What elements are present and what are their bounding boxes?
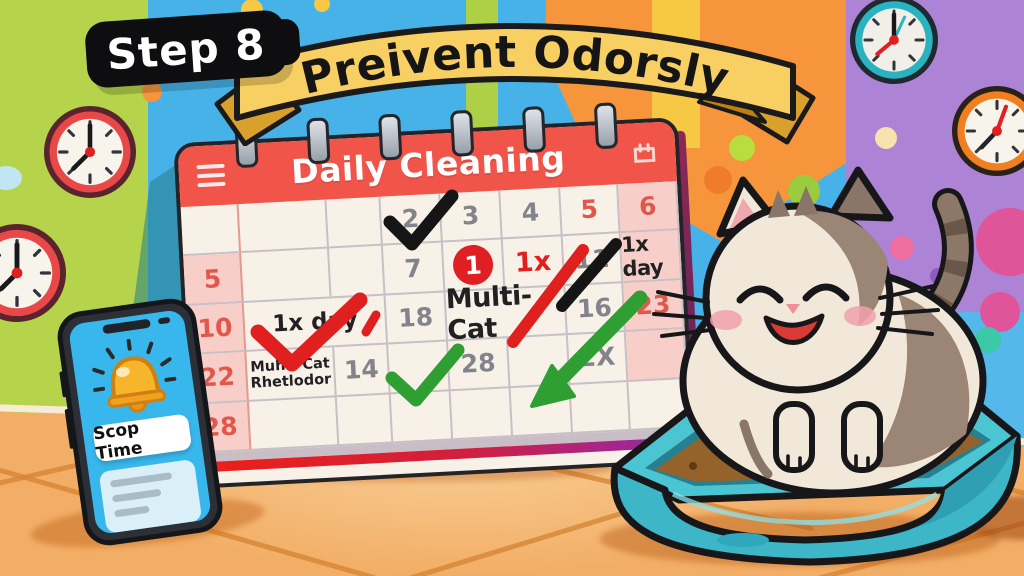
banner-ribbon: Preivent Odorsly: [214, 23, 816, 146]
confetti-dot: [729, 135, 755, 161]
confetti-dot: [704, 166, 732, 194]
phone-screen: Scop Time: [67, 308, 213, 536]
calendar-cell: 7: [382, 242, 446, 296]
calendar-cell: [450, 387, 514, 441]
notification-pill: Scop Time: [92, 413, 193, 464]
calendar-cell: 11: [562, 233, 624, 286]
calendar-cell: [390, 390, 454, 444]
cat-paw: [841, 401, 883, 473]
phone-notch: [102, 318, 151, 335]
calendar-cell: [241, 248, 332, 303]
confetti-dot: [980, 292, 1020, 332]
confetti-dot: [0, 166, 22, 190]
calendar-cell: 28: [448, 338, 511, 391]
notification-card: [98, 458, 203, 534]
step-badge: Step 8: [83, 9, 289, 89]
red-circle-badge: 1: [452, 243, 495, 287]
calendar-cell: 16: [565, 282, 626, 336]
cat-paw: [773, 401, 815, 473]
hamburger-icon: [196, 163, 226, 188]
calendar-body: Daily Cleaning 2 3 4 5 6 5 7 1 1x 11 1x day 10 1x da…: [173, 117, 696, 489]
calendar-cell: 5: [183, 253, 244, 306]
step-badge-label: Step 8: [105, 19, 267, 79]
calendar-cell: [329, 246, 386, 299]
clock-icon: [44, 106, 136, 198]
calendar-cell: 2: [380, 193, 443, 247]
clock-icon: [952, 86, 1024, 176]
confetti-dot: [142, 82, 162, 102]
calendar-cell: [507, 335, 571, 388]
calendar-cell: 18: [385, 292, 449, 345]
bell-icon: [92, 338, 177, 413]
litter-box-front: [610, 432, 1021, 566]
calendar-cell: [388, 341, 451, 394]
confetti-dot: [314, 0, 330, 12]
calendar-header: Daily Cleaning: [177, 121, 677, 208]
calendar-cell: [326, 196, 383, 249]
calendar-cell: [180, 204, 242, 257]
calendar-cell: [238, 199, 330, 254]
cat-eye: [802, 283, 850, 302]
clock-icon: [850, 0, 938, 84]
confetti-dot: [875, 127, 897, 149]
calendar-cell: 4: [500, 187, 563, 240]
clock-icon: [0, 224, 66, 322]
cat-mouth: [763, 313, 825, 345]
calendar-cell: 5: [560, 184, 621, 237]
calendar-cell: [336, 393, 394, 447]
calendar-cell: [510, 384, 574, 438]
cat-ear: [827, 166, 894, 222]
cat-illustration: [652, 166, 987, 496]
confetti-dot: [890, 236, 914, 260]
calendar-icon: [633, 143, 656, 163]
phone-camera: [157, 316, 171, 325]
calendar: Daily Cleaning 2 3 4 5 6 5 7 1 1x 11 1x day 10 1x da…: [173, 102, 703, 489]
cat-whiskers: [652, 284, 940, 338]
cat-eye: [736, 285, 784, 304]
calendar-cell: Muhti Cat Rhetlodor: [246, 347, 337, 402]
calendar-cell: [248, 396, 340, 451]
calendar-cell: 1x day: [243, 295, 389, 353]
phone-illustration: Scop Time: [54, 295, 226, 549]
calendar-cell: 3: [440, 190, 503, 243]
confetti-dot: [976, 208, 1024, 276]
calendar-cell: 14: [334, 344, 391, 397]
calendar-cell: Multi-Cat: [445, 280, 568, 347]
